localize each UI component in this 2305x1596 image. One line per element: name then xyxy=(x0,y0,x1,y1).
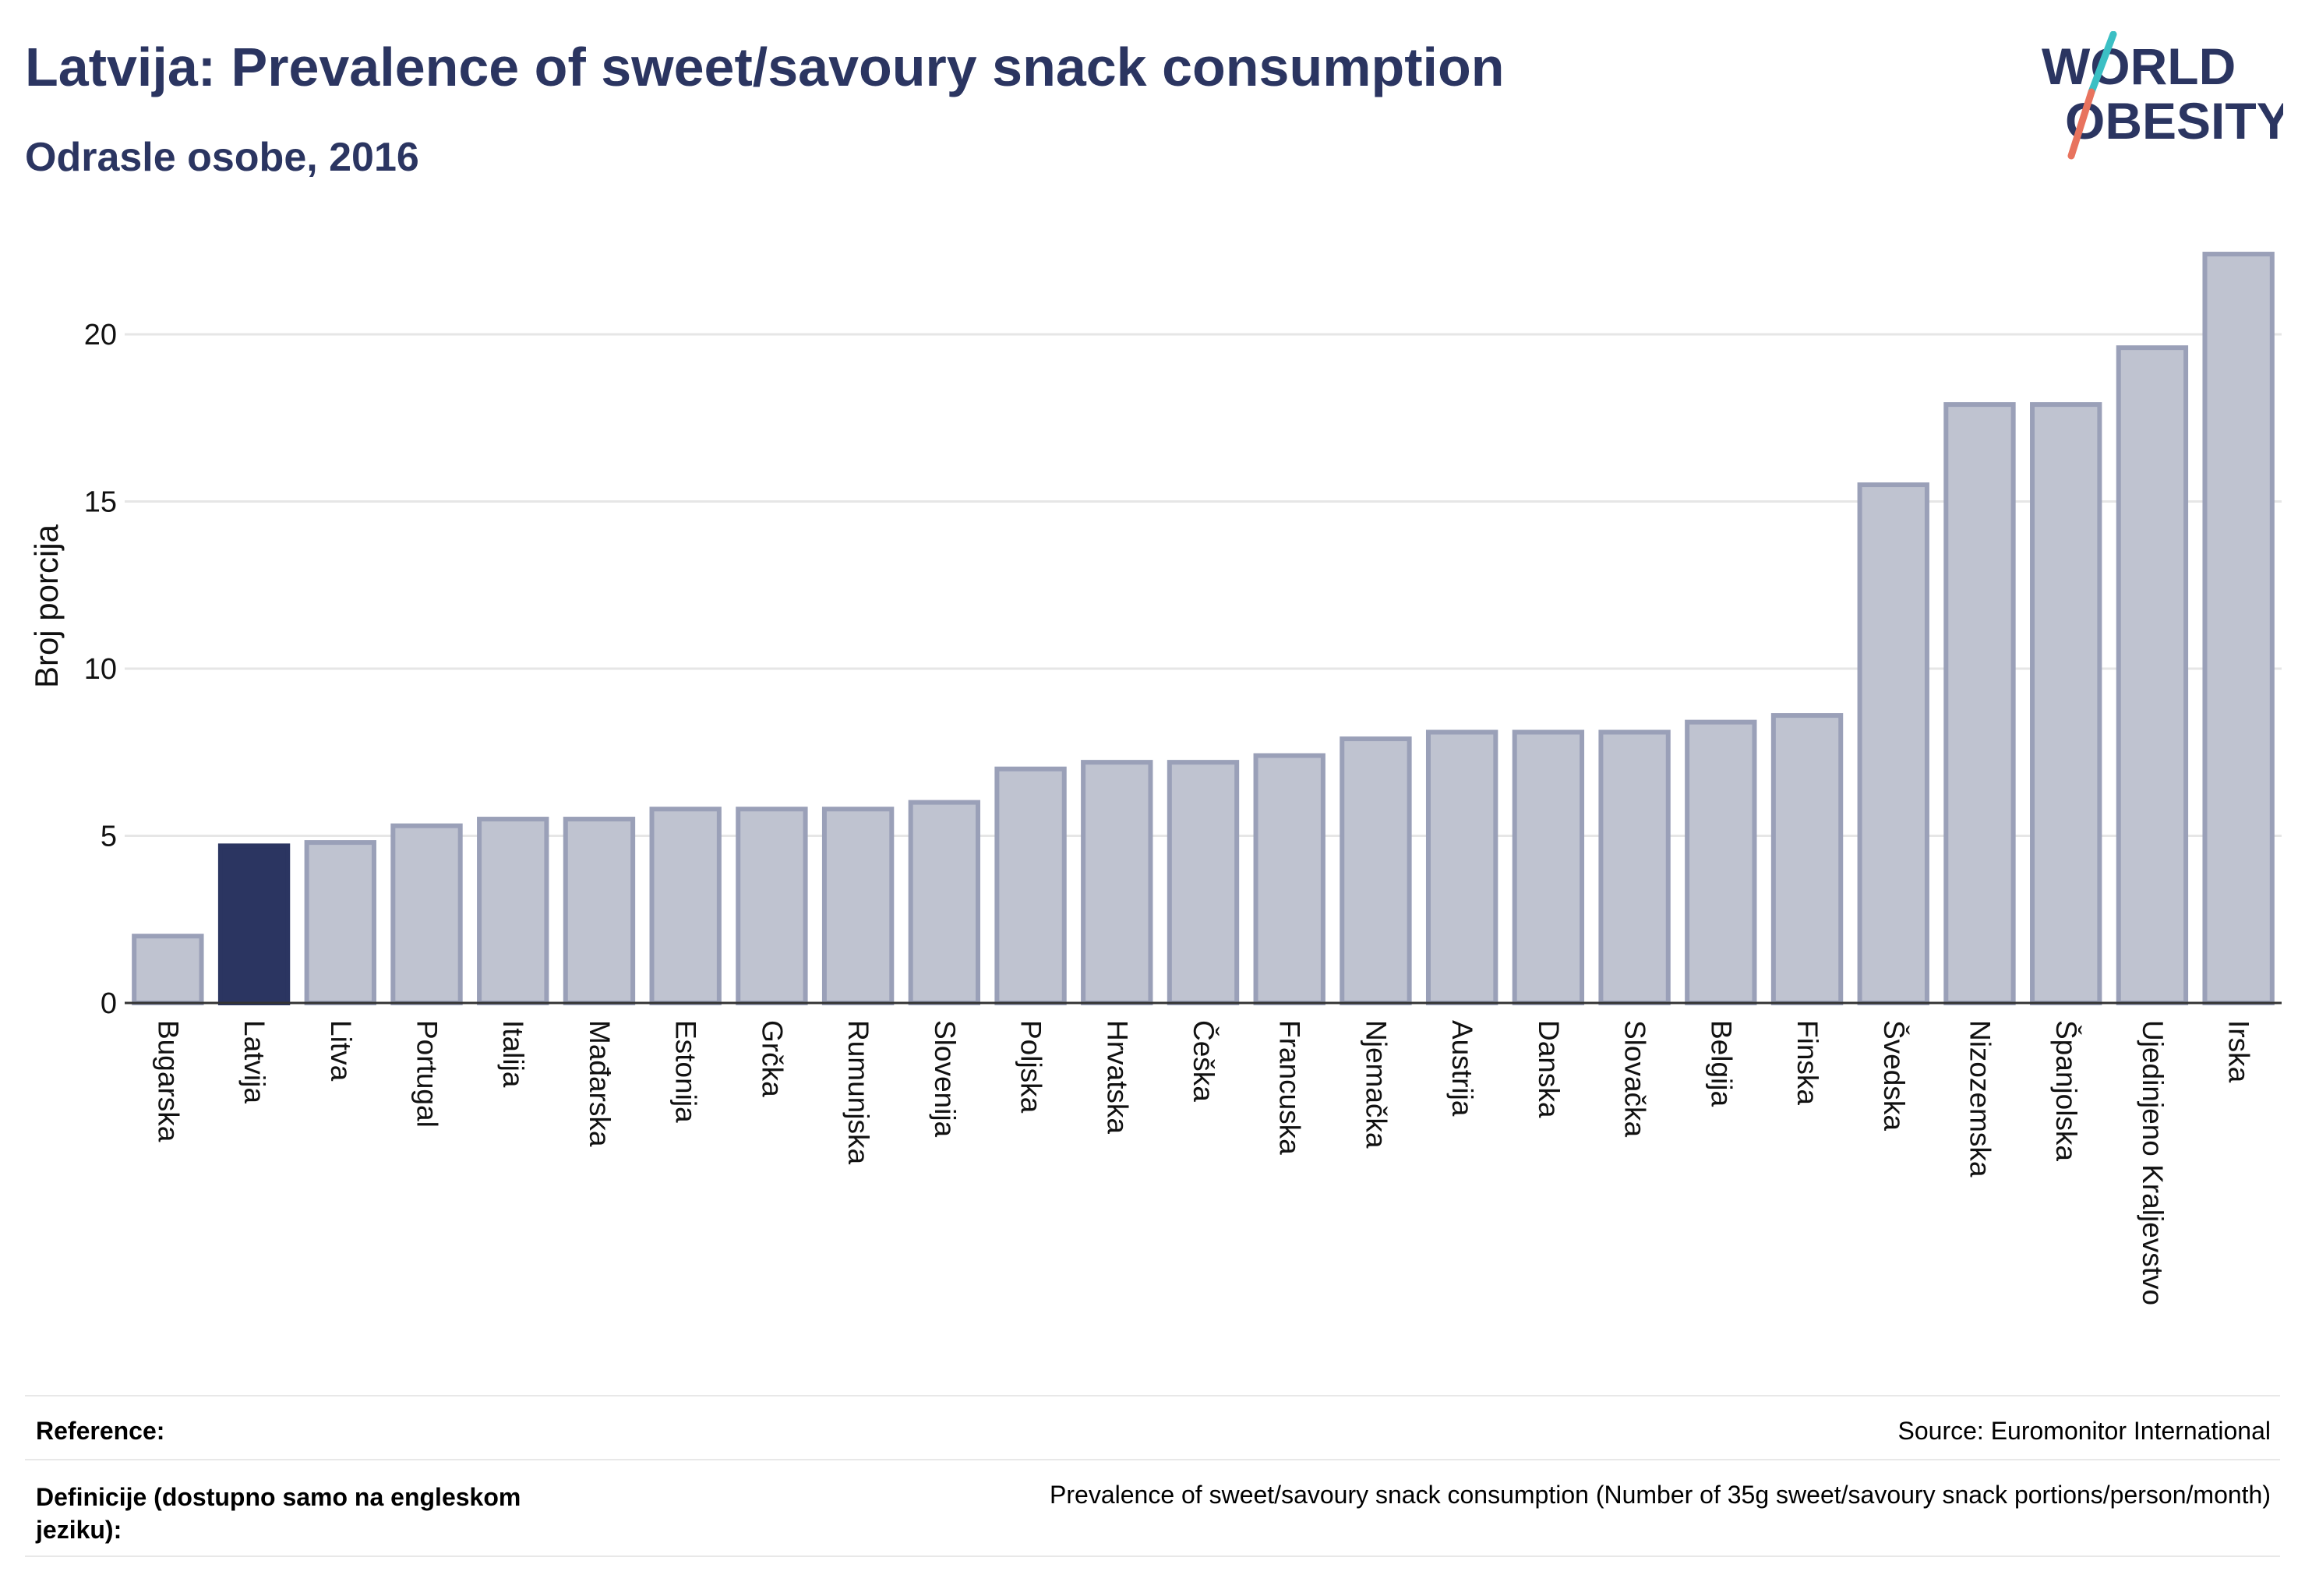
bar-češka xyxy=(1167,760,1240,1005)
x-tick-label: Hrvatska xyxy=(1101,1020,1133,1134)
chart-subtitle: Odrasle osobe, 2016 xyxy=(25,135,419,180)
x-tick-label: Danska xyxy=(1533,1020,1565,1118)
x-tick-label: Njemačka xyxy=(1360,1020,1392,1149)
y-tick-label: 10 xyxy=(84,653,117,686)
y-tick-label: 0 xyxy=(101,987,117,1020)
chart-title: Latvija: Prevalence of sweet/savoury sna… xyxy=(25,37,1505,97)
x-tick-label: Francuska xyxy=(1274,1020,1306,1155)
x-tick-label: Švedska xyxy=(1878,1020,1910,1131)
x-tick-label: Nizozemska xyxy=(1964,1020,1996,1178)
x-tick-label: Mađarska xyxy=(584,1020,616,1147)
x-tick-label: Finska xyxy=(1791,1020,1823,1105)
bar-estonija xyxy=(649,807,722,1006)
x-tick-label: Španjolska xyxy=(2050,1020,2082,1161)
y-tick-label: 15 xyxy=(84,486,117,519)
footer-divider xyxy=(25,1459,2280,1460)
x-tick-label: Ujedinjeno Kraljevstvo xyxy=(2137,1020,2169,1305)
y-axis-label: Broj porcija xyxy=(28,524,65,688)
bar-danska xyxy=(1512,729,1585,1005)
x-tick-label: Portugal xyxy=(411,1020,443,1128)
bar-mađarska xyxy=(563,817,636,1006)
bar-portugal xyxy=(390,823,463,1005)
bars xyxy=(132,252,2275,1006)
footer-divider xyxy=(25,1555,2280,1557)
bar-grčka xyxy=(736,807,808,1006)
bar-finska xyxy=(1770,713,1844,1005)
bar-slovačka xyxy=(1598,729,1671,1005)
bar-chart: 0 5 10 15 20 Bugarska Latvija Litva Portugal Ita… xyxy=(28,252,2282,1305)
x-tick-label: Bugarska xyxy=(152,1020,184,1142)
y-axis-ticks: 0 5 10 15 20 xyxy=(84,319,117,1020)
x-tick-label: Belgija xyxy=(1705,1020,1737,1107)
x-tick-label: Poljska xyxy=(1015,1020,1047,1114)
reference-value: Source: Euromonitor International xyxy=(1897,1417,2271,1445)
footer-divider xyxy=(25,1395,2280,1396)
y-tick-label: 5 xyxy=(101,821,117,853)
x-axis-ticks: Bugarska Latvija Litva Portugal Italija Mađar… xyxy=(152,1020,2254,1305)
bar-latvija xyxy=(217,843,291,1005)
bar-bugarska xyxy=(132,934,204,1005)
x-tick-label: Slovačka xyxy=(1619,1020,1651,1138)
bar-rumunjska xyxy=(821,807,895,1006)
bar-belgija xyxy=(1685,719,1757,1005)
x-tick-label: Grčka xyxy=(756,1020,788,1097)
bar-nizozemska xyxy=(1943,402,2016,1005)
bar-ujedinjeno-kraljevstvo xyxy=(2116,345,2189,1006)
bar-njemačka xyxy=(1340,736,1412,1006)
x-tick-label: Irska xyxy=(2223,1020,2255,1083)
world-obesity-logo: WORLD OBESITY xyxy=(2042,31,2283,160)
bar-austrija xyxy=(1425,729,1498,1005)
reference-label: Reference: xyxy=(36,1417,165,1445)
definition-value: Prevalence of sweet/savoury snack consum… xyxy=(1050,1481,2271,1509)
definition-label: Definicije (dostupno samo na engleskom j… xyxy=(36,1483,521,1544)
x-tick-label: Austrija xyxy=(1446,1020,1478,1117)
x-tick-label: Estonija xyxy=(670,1020,702,1123)
bar-irska xyxy=(2202,252,2275,1006)
bar-poljska xyxy=(994,766,1067,1005)
bar-hrvatska xyxy=(1081,760,1153,1005)
y-tick-label: 20 xyxy=(84,319,117,351)
x-tick-label: Češka xyxy=(1188,1020,1220,1102)
logo-slash-teal xyxy=(2088,31,2117,96)
x-tick-label: Slovenija xyxy=(929,1020,961,1138)
logo-text-world: WORLD xyxy=(2042,37,2236,95)
x-tick-label: Litva xyxy=(325,1020,357,1082)
logo-text-obesity: OBESITY xyxy=(2065,92,2283,150)
bar-litva xyxy=(304,840,376,1005)
logo-slash-coral xyxy=(2067,88,2095,160)
x-tick-label: Rumunjska xyxy=(842,1020,874,1164)
bar-španjolska xyxy=(2030,402,2102,1005)
bar-slovenija xyxy=(908,800,981,1005)
bar-italija xyxy=(477,817,549,1006)
bar-švedska xyxy=(1857,482,1929,1005)
bar-francuska xyxy=(1253,753,1325,1005)
x-tick-label: Latvija xyxy=(238,1020,270,1103)
x-tick-label: Italija xyxy=(497,1020,529,1088)
